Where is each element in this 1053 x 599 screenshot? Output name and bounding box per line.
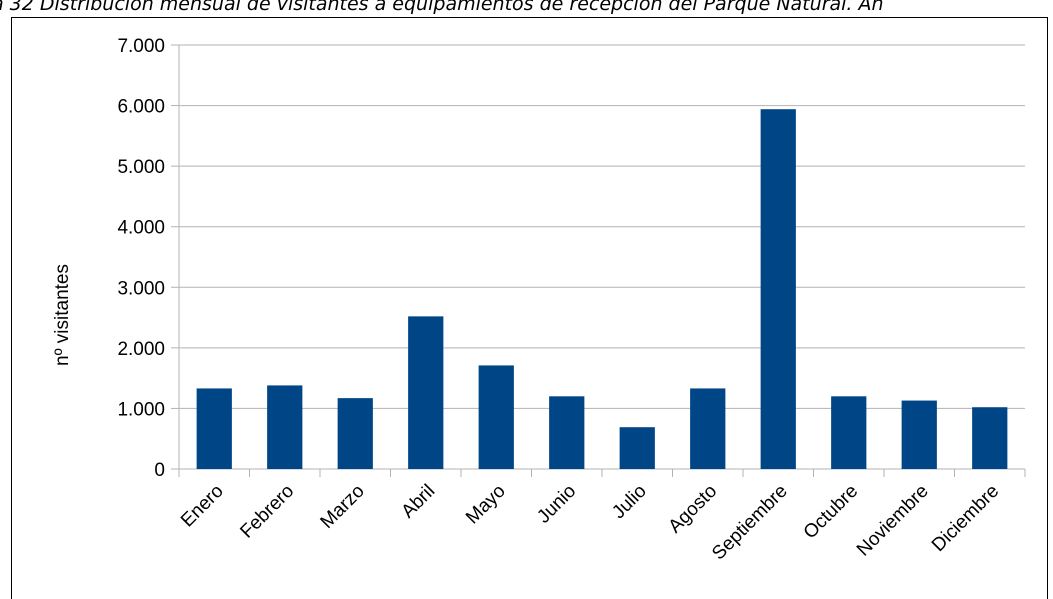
y-tick-label: 7.000: [117, 36, 165, 57]
bar-diciembre: [972, 407, 1008, 469]
x-tick-label: Noviembre: [853, 481, 933, 561]
figure-caption: a 32 Distribución mensual de visitantes …: [0, 0, 884, 15]
x-tick-label: Junio: [533, 481, 580, 528]
bar-agosto: [690, 388, 726, 469]
x-tick-label: Diciembre: [928, 481, 1003, 556]
x-tick-label: Julio: [608, 481, 650, 523]
x-tick-label: Octubre: [800, 481, 863, 544]
axes: [171, 44, 1026, 477]
gridlines: [179, 44, 1025, 409]
bar-febrero: [267, 385, 303, 469]
bar-junio: [549, 396, 585, 469]
x-tick-labels: Enero Febrero Marzo Abril Mayo Junio Julio Agos…: [177, 481, 1003, 565]
y-tick-labels: 0 1.000 2.000 3.000 4.000 5.000 6.000 7.000: [117, 36, 165, 481]
bar-enero: [196, 388, 232, 469]
x-tick-label: Septiembre: [708, 481, 792, 565]
bar-abril: [408, 316, 444, 469]
x-tick-label: Marzo: [317, 481, 369, 533]
x-tick-label: Febrero: [236, 481, 298, 543]
y-axis-label: nº visitantes: [52, 264, 73, 366]
chart-frame: [11, 17, 1048, 599]
bar-septiembre: [760, 109, 796, 469]
x-tick-label: Agosto: [665, 481, 722, 538]
y-tick-label: 6.000: [117, 97, 165, 118]
y-tick-label: 3.000: [117, 278, 165, 299]
y-tick-label: 0: [154, 460, 165, 481]
x-tick-label: Mayo: [462, 481, 510, 529]
bar-noviembre: [901, 400, 937, 469]
bar-mayo: [478, 365, 514, 469]
y-tick-label: 4.000: [117, 218, 165, 239]
bar-octubre: [831, 396, 867, 469]
y-tick-label: 1.000: [117, 399, 165, 420]
x-tick-label: Abril: [398, 481, 440, 523]
y-tick-label: 2.000: [117, 339, 165, 360]
bar-julio: [619, 427, 655, 469]
y-tick-label: 5.000: [117, 157, 165, 178]
x-tick-label: Enero: [177, 481, 228, 532]
bar-marzo: [337, 398, 373, 469]
bars: [196, 109, 1008, 469]
